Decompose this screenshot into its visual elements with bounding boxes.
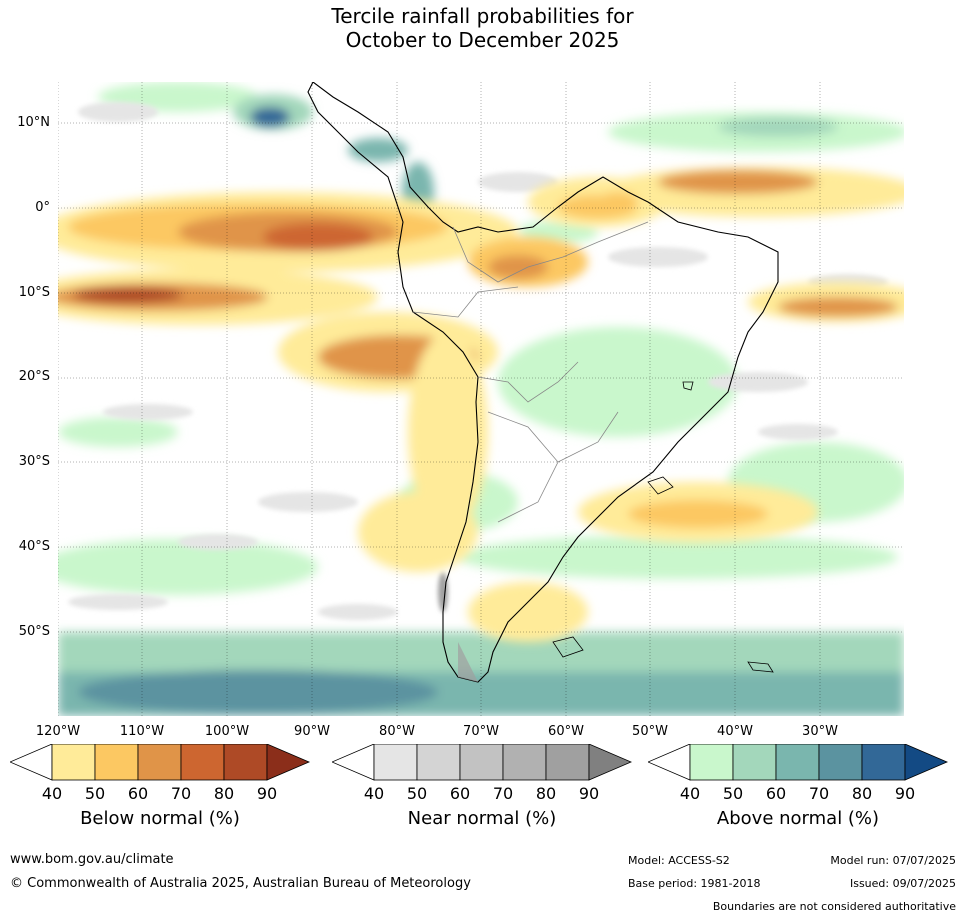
footer-base-period: Base period: 1981-2018 [628,877,761,890]
colorbar-tick-label: 50 [84,784,106,803]
colorbar [646,743,949,781]
colorbar-low-arrow [8,743,53,781]
land-outlines [307,82,779,683]
latitude-label: 20°S [18,369,50,384]
longitude-label: 40°W [717,724,753,739]
colorbar-segment [373,743,418,781]
colorbar-tick-label: 60 [449,784,471,803]
colorbar-legend: 40 50 60 70 80 90 [8,743,311,803]
colorbar-title: Above normal (%) [716,808,880,829]
colorbar-tick-label: 90 [894,784,916,803]
colorbar [330,743,633,781]
colorbar-tick-label: 40 [41,784,63,803]
colorbar-tick-label: 70 [808,784,830,803]
colorbar-tick-label: 50 [406,784,428,803]
colorbar-tick-label: 90 [256,784,278,803]
colorbar-tick-label: 40 [363,784,385,803]
longitude-label: 80°W [379,724,415,739]
latitude-label: 0° [35,200,50,215]
colorbar-segment [416,743,461,781]
chart-title: Tercile rainfall probabilities for Octob… [0,4,965,52]
country-borders [412,221,649,523]
colorbar-tick-label: 70 [492,784,514,803]
colorbar-low-arrow [330,743,375,781]
colorbar-segment [502,743,547,781]
footer-copyright: © Commonwealth of Australia 2025, Austra… [10,876,471,891]
colorbar [8,743,311,781]
colorbar-tick-label: 70 [170,784,192,803]
colorbar-tick-label: 80 [535,784,557,803]
longitude-label: 90°W [294,724,330,739]
colorbar-segment [861,743,906,781]
colorbar-tick-label: 50 [722,784,744,803]
colorbar-segment [223,743,268,781]
latitude-label: 40°S [18,539,50,554]
near-normal-field [68,102,888,620]
colorbar-title: Below normal (%) [80,808,240,829]
colorbar-segment [545,743,590,781]
colorbar-title: Near normal (%) [407,808,557,829]
rainfall-probability-map [58,82,904,716]
longitude-label: 120°W [35,724,81,739]
colorbar-segment [732,743,777,781]
colorbar-tick-label: 80 [851,784,873,803]
colorbar-low-arrow [646,743,691,781]
title-line-1: Tercile rainfall probabilities for [331,4,634,28]
longitude-label: 50°W [632,724,668,739]
longitude-label: 60°W [548,724,584,739]
latitude-label: 10°S [18,285,50,300]
footer-issued: Issued: 09/07/2025 [849,877,956,890]
footer-model-run: Model run: 07/07/2025 [830,854,956,867]
colorbar-tick-label: 60 [765,784,787,803]
latitude-label: 10°N [17,115,50,130]
footer-model: Model: ACCESS-S2 [628,854,730,867]
longitude-label: 70°W [463,724,499,739]
colorbar-tick-label: 90 [578,784,600,803]
colorbar-segment [689,743,734,781]
colorbar-tick-label: 80 [213,784,235,803]
colorbar-high-arrow [588,743,633,781]
colorbar-segment [459,743,504,781]
colorbar-legend: 40 50 60 70 80 90 [330,743,633,803]
colorbar-segment [137,743,182,781]
title-line-2: October to December 2025 [345,28,620,52]
latitude-label: 30°S [18,454,50,469]
colorbar-segment [94,743,139,781]
footer-website[interactable]: www.bom.gov.au/climate [10,852,174,867]
colorbar-segment [51,743,96,781]
colorbar-legend: 40 50 60 70 80 90 [646,743,949,803]
longitude-label: 110°W [119,724,165,739]
longitude-label: 100°W [204,724,250,739]
colorbar-high-arrow [904,743,949,781]
map-gridlines [58,82,904,716]
colorbar-segment [775,743,820,781]
colorbar-segment [818,743,863,781]
colorbar-tick-label: 40 [679,784,701,803]
colorbar-tick-label: 60 [127,784,149,803]
patagonia-near-normal [458,642,478,682]
longitude-label: 30°W [802,724,838,739]
latitude-label: 50°S [18,624,50,639]
colorbar-segment [180,743,225,781]
colorbar-high-arrow [266,743,311,781]
footer-disclaimer: Boundaries are not considered authoritat… [712,900,956,913]
